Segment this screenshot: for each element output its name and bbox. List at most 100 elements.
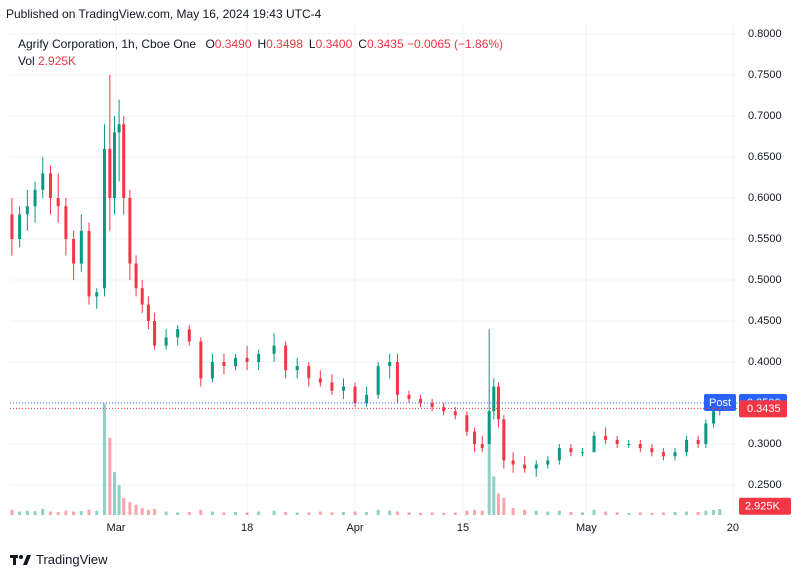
candle-body [284,345,288,371]
candle-body [661,452,665,457]
volume-bar [257,511,261,515]
x-tick-label: 18 [241,522,253,534]
volume-bar [569,512,573,515]
volume-bar [41,509,45,515]
volume-bar [112,472,116,515]
volume-bar [661,512,665,515]
volume-bar [153,509,157,515]
candle-body [492,386,496,412]
y-tick-label: 0.2500 [748,479,782,491]
candle-body [222,361,226,367]
volume-bar [164,511,168,515]
volume-bar [295,512,299,515]
candle-body [72,239,76,264]
y-tick-label: 0.5500 [748,233,782,245]
field-value: 0.3490 [214,37,252,51]
candle-body [430,402,434,408]
volume-bar [117,485,121,515]
candle-body [199,341,203,379]
volume-bar [615,512,619,515]
volume-bar [523,509,527,515]
candle-body [465,415,469,432]
volume-bar [376,509,380,515]
volume-bar [122,497,126,515]
candle-body [712,411,716,424]
candle-body [407,394,411,399]
volume-bar [87,509,91,515]
volume-bar [704,510,708,515]
volume-bar [365,512,369,515]
candle-body [395,361,399,395]
candle-body [140,288,144,305]
candle-body [376,366,380,395]
y-tick-label: 0.3000 [748,438,782,450]
post-badge [704,393,736,411]
volume-bar [140,508,144,515]
volume-bar [580,512,584,515]
volume-bar [33,511,37,515]
candle-body [64,206,68,240]
volume-bar [592,509,596,515]
candle-body [95,292,99,297]
field-value: 0.3400 [315,37,353,51]
candle-body [112,132,116,199]
volume-bar [128,502,132,515]
volume-bar [146,509,150,515]
candle-body [365,394,369,403]
volume-bar [480,510,484,515]
candle-body [511,460,515,465]
candle-body [318,378,322,383]
volume-bar [187,512,191,515]
x-tick-label: May [576,522,597,534]
candle-body [388,361,392,367]
candle-body [41,173,45,190]
candle-body [102,148,106,289]
ohlc: O0.3490 H0.3498 L0.3400 C0.3435 [199,37,407,51]
candle-body [673,452,677,457]
volume-bar [419,512,423,515]
volume-bar [18,511,22,515]
candle-body [257,353,261,362]
volume-bar [546,511,550,515]
y-tick-label: 0.4000 [748,356,782,368]
volume-bar [492,476,496,515]
last-price-badge [739,400,787,418]
volume-bar [395,511,399,515]
y-tick-label: 0.7000 [748,110,782,122]
candle-body [307,366,311,379]
volume-bar [56,512,60,515]
volume-bar [496,493,500,515]
candle-body [353,386,357,403]
candle-body [442,407,446,412]
candle-body [523,464,527,469]
candle-body [272,345,276,354]
field-value: 0.3435 [366,37,404,51]
candle-body [615,439,619,444]
candle-body [176,329,180,338]
legend-row: Agrify Corporation, 1h, Cboe One O0.3490… [18,36,503,53]
candle-body [330,382,334,391]
candle-body [87,230,91,297]
post-label: Post [709,397,731,409]
volume-bar [718,509,722,515]
field-key: H [257,37,267,51]
volume-bar [284,512,288,515]
candle-body [56,198,60,207]
candle-body [480,443,484,449]
volume-bar [473,509,477,515]
candle-body [638,443,642,449]
volume-bar [341,512,345,515]
volume-bar [604,511,608,515]
candle-body [10,214,14,240]
volume-bar [330,512,334,515]
x-tick-label: 20 [727,522,739,534]
volume-bar [210,511,214,515]
candle-body [604,435,608,440]
symbol: Agrify Corporation, 1h, Cboe One [18,37,197,51]
candle-body [704,423,708,444]
candle-body [534,464,538,469]
volume-bar [650,512,654,515]
volume-bar [511,508,515,515]
